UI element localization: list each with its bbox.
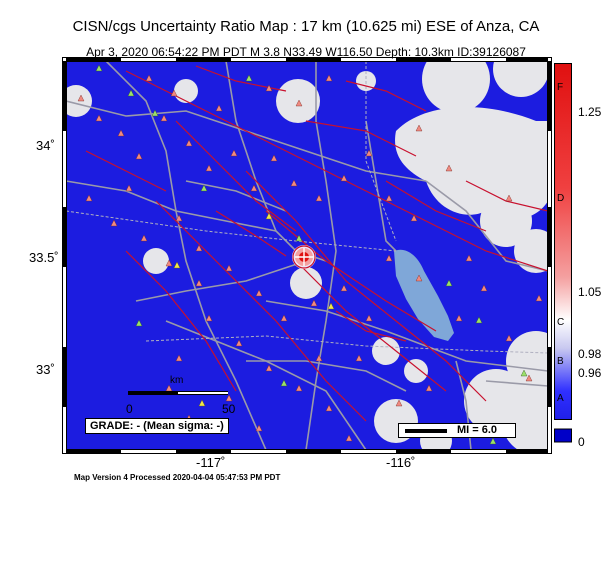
grade-box: GRADE: - (Mean sigma: -) (85, 418, 229, 434)
map-title: CISN/cgs Uncertainty Ratio Map : 17 km (… (72, 18, 540, 35)
salton-sea (394, 249, 454, 341)
colorbar-label-1-25: 1.25 (578, 105, 602, 119)
grade-b: B (557, 356, 564, 367)
grade-c: C (557, 317, 565, 328)
stations-red (77, 74, 543, 442)
lon-tick-117: -117˚ (196, 455, 226, 470)
stations-green (95, 64, 528, 445)
stations-yellow (173, 212, 335, 407)
scale-unit: km (170, 375, 184, 386)
epicenter-marker (292, 245, 316, 269)
grade-d: D (557, 193, 565, 204)
map-border (62, 57, 552, 454)
lat-tick-34: 34˚ (36, 138, 55, 153)
lon-tick-116: -116˚ (386, 455, 416, 470)
lat-tick-33-5: 33.5˚ (29, 250, 59, 265)
mi-legend-label: MI = 6.0 (457, 424, 498, 436)
grade-a: A (557, 393, 564, 404)
lat-tick-33: 33˚ (36, 362, 55, 377)
scale-bar (128, 391, 228, 395)
faults (85, 65, 548, 422)
mi-legend-bar (405, 429, 447, 433)
scale-end: 50 (222, 402, 236, 416)
grade-f: F (557, 82, 564, 93)
colorbar-label-0-96: 0.96 (578, 366, 602, 380)
colorbar-label-1-05: 1.05 (578, 285, 602, 299)
event-info: Apr 3, 2020 06:54:22 PM PDT M 3.8 N33.49… (86, 45, 526, 59)
mi-legend: MI = 6.0 (398, 423, 516, 438)
colorbar-label-0-98: 0.98 (578, 347, 602, 361)
colorbar (554, 63, 572, 443)
roads (66, 61, 548, 450)
processed-footer: Map Version 4 Processed 2020-04-04 05:47… (74, 473, 281, 482)
scale-start: 0 (126, 402, 133, 416)
county-lines (66, 61, 548, 354)
colorbar-label-0: 0 (578, 435, 585, 449)
